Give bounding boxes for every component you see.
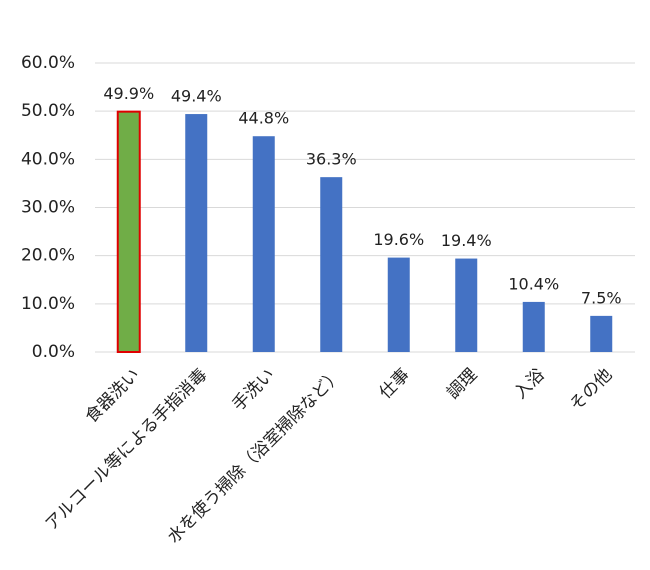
bar [116,110,141,353]
x-tick-label: 仕事 [376,365,414,403]
bar [522,301,545,352]
bar [252,136,275,352]
value-label: 19.4% [441,231,492,250]
y-tick-label: 0.0% [32,342,75,362]
bar [185,114,208,352]
bar [320,177,343,352]
y-tick-label: 50.0% [21,101,75,121]
value-label: 49.9% [103,84,154,103]
x-tick-label: その他 [566,365,616,415]
bar [590,315,613,352]
y-tick-label: 10.0% [21,294,75,314]
y-tick-label: 40.0% [21,149,75,169]
y-tick-label: 60.0% [21,53,75,73]
value-label: 36.3% [306,150,357,169]
bar [455,258,478,352]
x-tick-label: 食器洗い [82,365,144,427]
x-tick-label: 調理 [443,365,481,403]
x-tick-label: 入浴 [511,365,549,403]
x-tick-label: 手洗い [229,365,279,415]
y-tick-label: 20.0% [21,246,75,266]
value-label: 7.5% [581,288,622,307]
value-label: 49.4% [171,87,222,106]
value-label: 19.6% [373,230,424,249]
value-label: 10.4% [508,274,559,293]
bar [387,257,410,352]
y-tick-label: 30.0% [21,198,75,218]
value-label: 44.8% [238,109,289,128]
